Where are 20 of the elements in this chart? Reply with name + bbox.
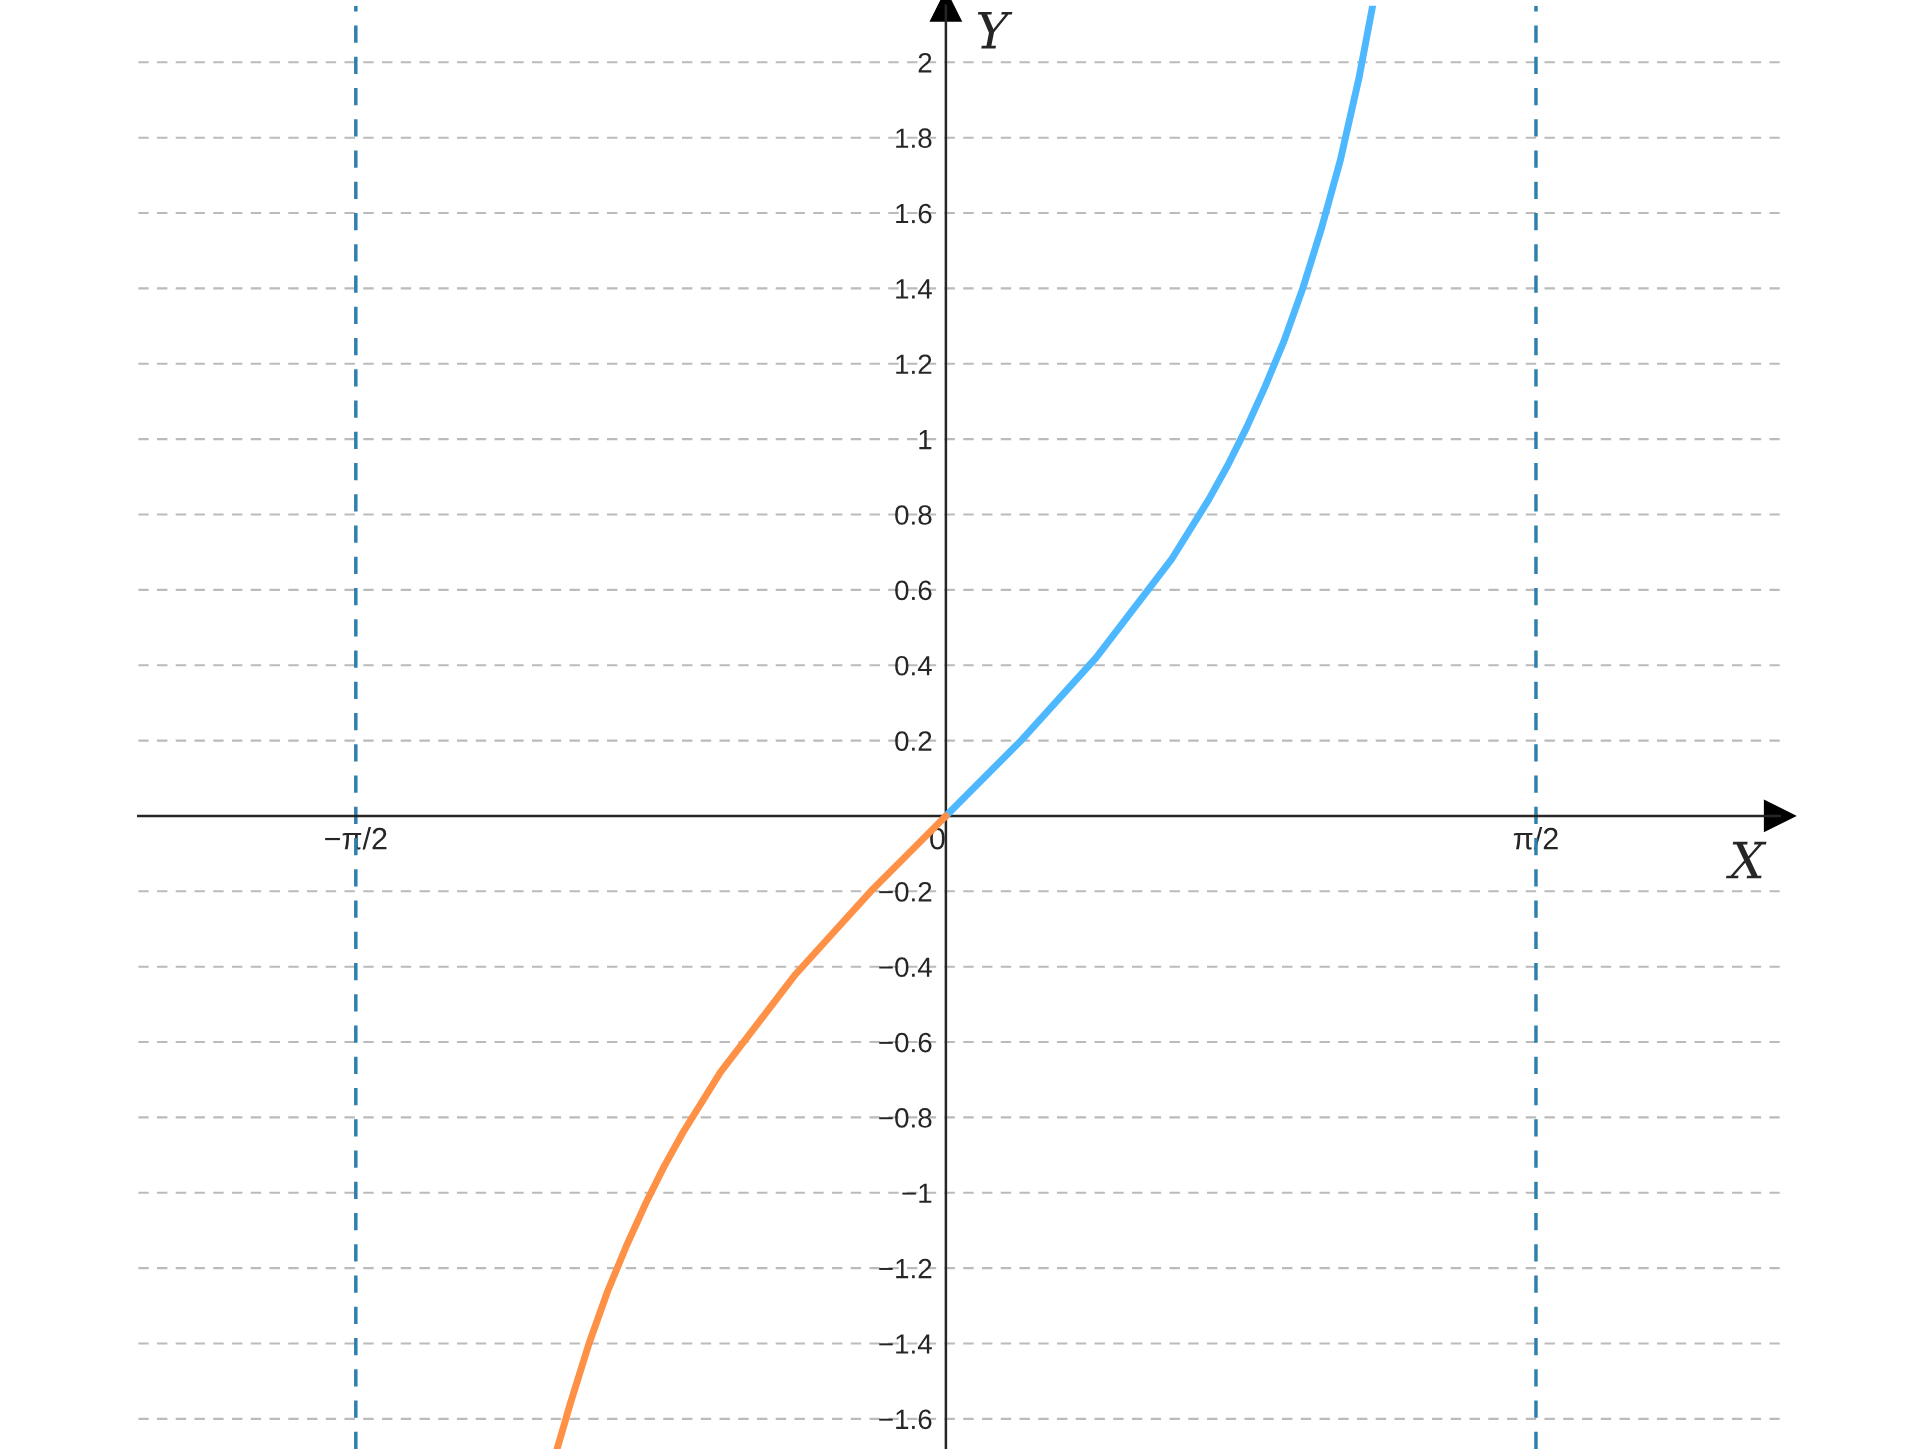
x-axis-title: X bbox=[1725, 841, 1767, 879]
y-tick-label: −0.8 bbox=[879, 1108, 932, 1128]
y-tick-label: −1.4 bbox=[879, 1334, 932, 1354]
y-tick-label: −1 bbox=[902, 1183, 932, 1203]
y-tick-label: 0.8 bbox=[895, 505, 932, 525]
y-tick-label: 1 bbox=[919, 430, 932, 450]
y-tick-label: −1.2 bbox=[879, 1258, 932, 1279]
y-tick-label: 1.8 bbox=[896, 128, 932, 149]
y-tick-label: 1.2 bbox=[896, 354, 932, 374]
y-tick-label: 0.2 bbox=[895, 731, 932, 751]
y-tick-label: 1.6 bbox=[896, 203, 932, 224]
y-tick-label: 1.4 bbox=[896, 279, 932, 299]
y-tick-label: 0.4 bbox=[895, 655, 932, 676]
y-tick-label: −0.2 bbox=[879, 881, 932, 902]
y-tick-label: −0.4 bbox=[879, 957, 932, 978]
y-tick-label: 0.6 bbox=[895, 580, 932, 601]
y-axis-title: Y bbox=[977, 12, 1013, 49]
y-tick-label: −0.6 bbox=[879, 1032, 932, 1053]
y-tick-label: 2 bbox=[918, 52, 932, 73]
y-tick-label: −1.6 bbox=[879, 1409, 932, 1430]
